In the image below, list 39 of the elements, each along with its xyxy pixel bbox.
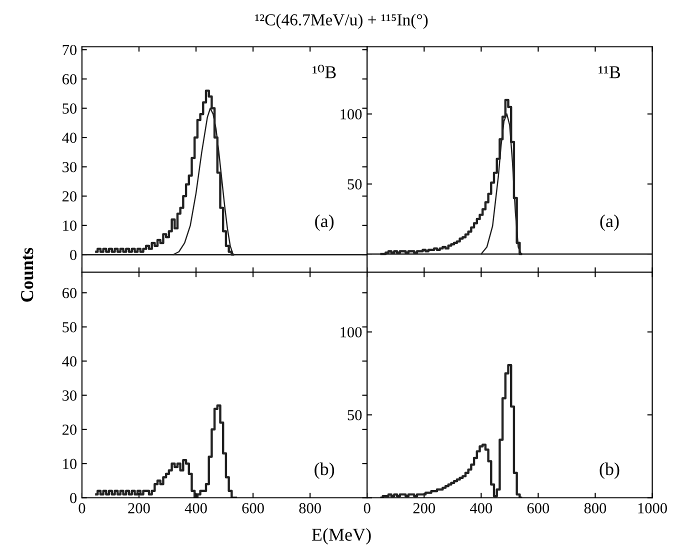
chart-title: ¹²C(46.7MeV/u) + ¹¹⁵In(°) [255, 14, 428, 29]
y-tick-label: 20 [62, 424, 77, 435]
y-tick-label: 10 [63, 458, 77, 470]
y-tick-label: 20 [62, 191, 77, 202]
y-axis-title: Counts [21, 248, 34, 302]
y-tick-label: 100 [340, 327, 362, 338]
x-tick-label: 800 [584, 503, 606, 514]
x-tick-label: 600 [242, 503, 264, 514]
x-tick-label: 0 [78, 503, 86, 514]
y-tick-label: 0 [70, 492, 77, 504]
x-tick-label: 200 [128, 503, 150, 514]
y-tick-label: 40 [62, 132, 77, 143]
y-tick-label: 60 [62, 288, 77, 298]
x-tick-label: 400 [184, 503, 207, 514]
x-tick-label: 1000 [638, 503, 667, 514]
annotation: ¹⁰B [312, 64, 336, 78]
y-tick-label: 50 [348, 179, 362, 190]
y-tick-label: 30 [62, 390, 77, 401]
x-tick-label: 600 [527, 503, 550, 514]
annotation: (a) [600, 214, 619, 231]
y-tick-label: 40 [62, 356, 77, 367]
annotation: (b) [314, 462, 334, 479]
y-tick-label: 30 [62, 162, 77, 172]
x-tick-label: 800 [299, 503, 321, 514]
annotation: (b) [600, 462, 620, 479]
y-tick-label: 50 [62, 322, 77, 332]
y-tick-label: 100 [340, 109, 362, 120]
x-tick-label: 200 [413, 503, 436, 514]
annotation: (a) [315, 214, 334, 231]
x-axis-title: E(MeV) [312, 528, 371, 544]
annotation: ¹¹B [598, 66, 620, 78]
y-tick-label: 70 [62, 44, 77, 56]
y-tick-label: 50 [62, 103, 77, 114]
x-tick-label: 0 [364, 503, 370, 514]
x-tick-label: 400 [470, 503, 492, 514]
y-tick-label: 60 [62, 74, 77, 84]
y-tick-label: 0 [70, 250, 77, 260]
y-tick-label: 50 [348, 410, 362, 420]
y-tick-label: 10 [63, 220, 77, 231]
